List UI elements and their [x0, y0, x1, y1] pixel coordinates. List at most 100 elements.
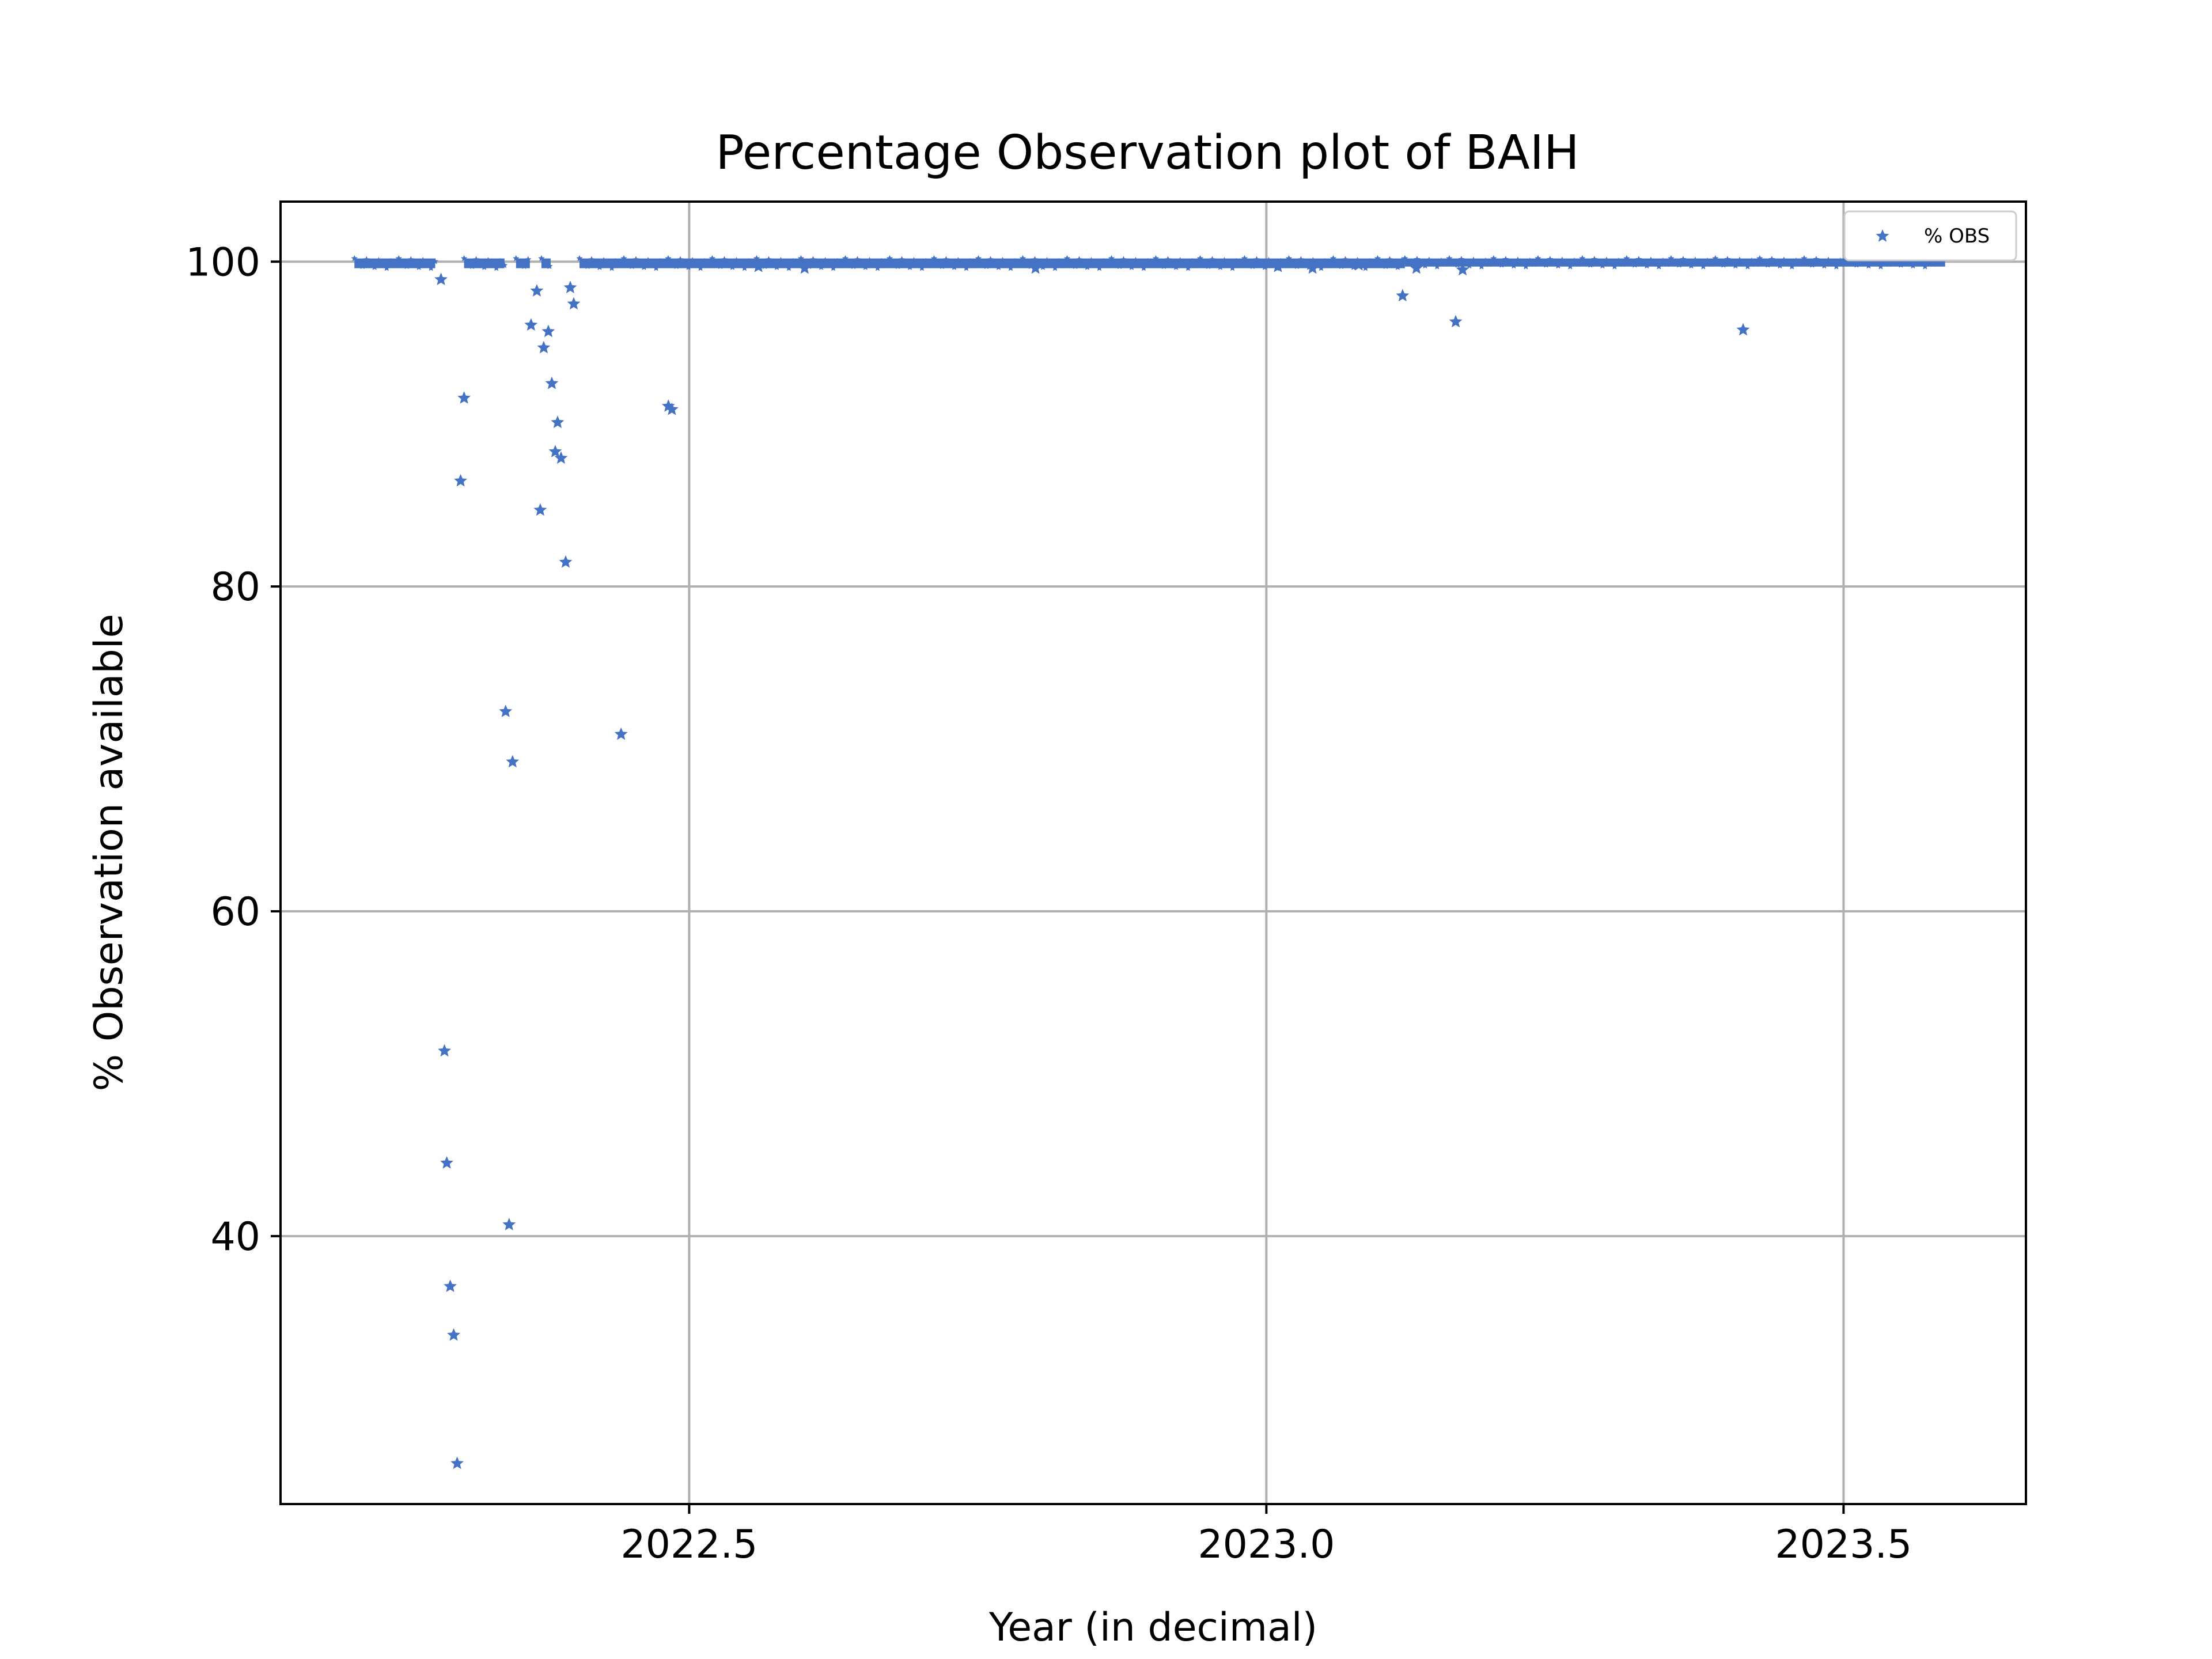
data-point [1470, 256, 1477, 263]
data-point [1563, 260, 1570, 266]
data-point [1104, 262, 1111, 268]
data-point [1522, 263, 1529, 270]
data-point [753, 255, 760, 262]
data-point [1035, 260, 1043, 266]
data-point [1317, 264, 1325, 271]
data-point [669, 259, 676, 266]
data-point [1213, 260, 1220, 266]
data-point [1176, 257, 1184, 263]
data-point [1386, 256, 1393, 263]
data-point [1148, 262, 1156, 268]
data-point [838, 262, 845, 268]
data-point [1805, 258, 1812, 265]
data-point [1918, 260, 1925, 266]
data-point [1482, 257, 1489, 264]
data-point [1672, 258, 1679, 265]
data-point [934, 259, 942, 266]
data-point [480, 263, 488, 270]
data-point [1160, 263, 1168, 270]
data-point [930, 255, 938, 262]
data-point [693, 260, 700, 267]
data-point [1789, 263, 1796, 270]
legend-marker [1876, 229, 1889, 242]
data-point [1301, 260, 1309, 266]
data-point [1462, 259, 1469, 266]
data-point [725, 260, 732, 266]
data-point [1829, 260, 1836, 266]
data-point [830, 264, 837, 271]
data-point [1764, 261, 1771, 268]
data-point [1466, 262, 1473, 269]
data-point [637, 260, 643, 266]
data-point [628, 263, 635, 270]
data-point [1837, 257, 1844, 264]
data-point [1639, 259, 1646, 266]
data-point [1930, 260, 1937, 267]
data-point [955, 257, 962, 263]
data-point [1063, 255, 1071, 262]
data-point [1438, 257, 1445, 264]
data-point [395, 255, 402, 262]
data-point [1055, 257, 1063, 264]
data-point [665, 402, 679, 415]
data-point [1478, 263, 1485, 270]
data-point [1047, 260, 1055, 267]
data-point [1200, 259, 1208, 266]
data-point [705, 262, 712, 268]
data-point [661, 262, 668, 268]
data-point [1136, 260, 1143, 267]
data-point [858, 260, 865, 266]
data-point [596, 263, 603, 270]
data-point [1108, 255, 1115, 262]
data-point [733, 257, 740, 263]
data-point [1398, 257, 1406, 263]
data-point [1285, 255, 1293, 262]
data-point [898, 256, 906, 263]
data-point [1289, 259, 1297, 266]
dense-point-band [513, 255, 532, 270]
data-point [371, 263, 378, 270]
data-point [513, 255, 520, 262]
data-point [399, 259, 406, 266]
data-point [1938, 258, 1945, 265]
data-point [541, 324, 555, 338]
data-point [1518, 260, 1525, 266]
data-point [1486, 260, 1493, 267]
data-point [363, 256, 370, 263]
data-point [1184, 264, 1192, 271]
data-point [1619, 260, 1626, 267]
data-point [801, 259, 809, 266]
data-point [1293, 263, 1301, 270]
data-point [1277, 257, 1285, 264]
data-point [1015, 262, 1022, 268]
data-point [1039, 263, 1047, 270]
data-point [906, 263, 914, 270]
data-point [854, 256, 861, 263]
data-point [745, 257, 752, 264]
data-point [1352, 257, 1366, 271]
data-point [701, 257, 708, 264]
data-point [524, 318, 538, 331]
data-point [1531, 260, 1537, 267]
data-point [1615, 257, 1622, 264]
data-point [1281, 262, 1289, 268]
data-point [886, 255, 893, 262]
data-point [1116, 263, 1123, 270]
data-point [1793, 257, 1800, 264]
data-point [1450, 258, 1457, 265]
data-point [537, 340, 551, 354]
data-point [600, 257, 607, 263]
data-point [842, 255, 849, 262]
data-point [1571, 257, 1578, 264]
data-point [1334, 259, 1341, 266]
data-point [1271, 259, 1285, 272]
data-point [1575, 260, 1582, 267]
data-point [761, 263, 768, 270]
data-point [1861, 259, 1868, 266]
data-point [1454, 261, 1461, 268]
data-point [411, 260, 418, 266]
data-point [681, 260, 688, 266]
data-point [1603, 256, 1610, 263]
data-point [963, 264, 970, 271]
data-point [971, 262, 978, 268]
